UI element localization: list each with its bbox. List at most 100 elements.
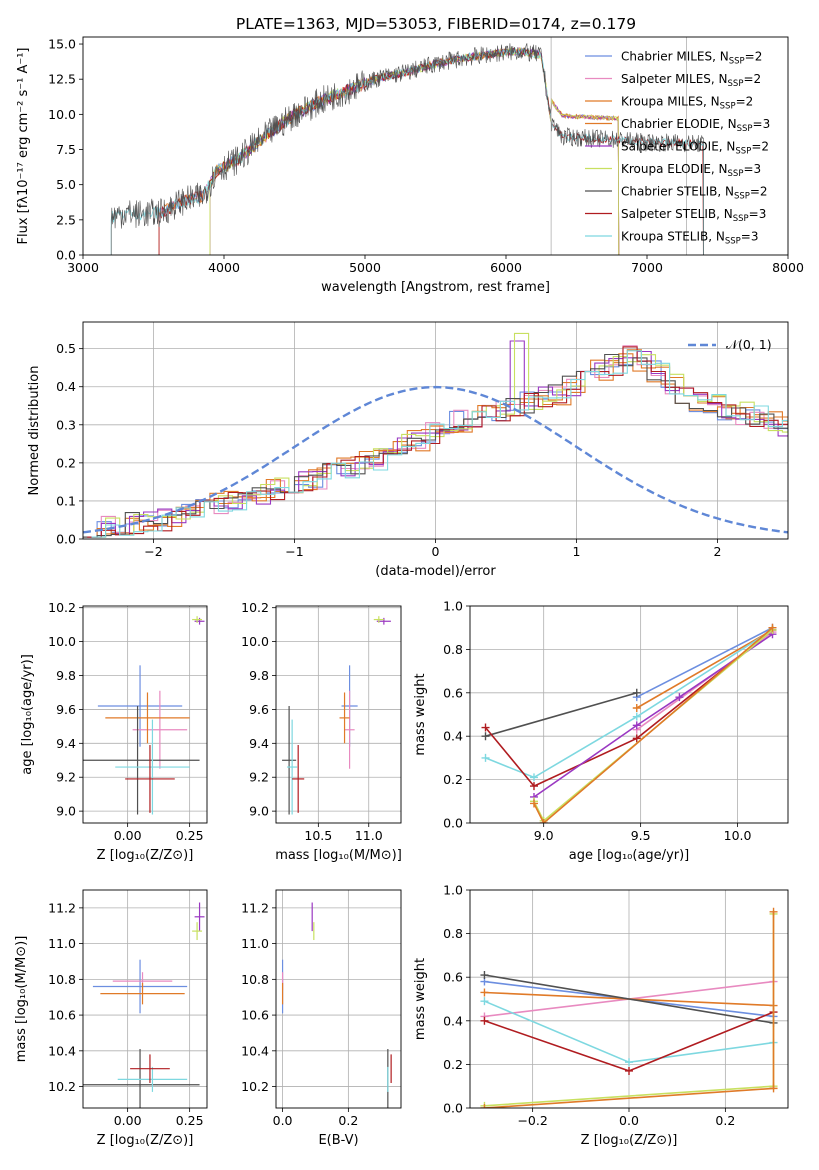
x-tick-label: 1 xyxy=(573,544,581,559)
x-tick-label: 0.25 xyxy=(176,828,204,843)
mass-weight-marker xyxy=(675,693,684,702)
mass-weight-marker xyxy=(529,782,538,791)
mass-weight-line xyxy=(533,627,774,823)
mass-weight-marker xyxy=(481,753,490,762)
x-axis-label: E(B-V) xyxy=(318,1133,358,1148)
x-tick-label: 10.0 xyxy=(724,828,752,843)
panel-6: 0.0 0.2 10.2 10.4 10.6 10.8 11.0 11.2 E(B-V) xyxy=(241,889,402,1148)
y-tick-label: 10.2 xyxy=(241,600,269,615)
mass-weight-marker xyxy=(480,988,489,997)
x-tick-label: 4000 xyxy=(208,260,240,275)
legend-label: Salpeter ELODIE, NSSP=2 xyxy=(621,140,769,157)
y-tick-label: 15.0 xyxy=(48,37,76,52)
x-tick-label: −2 xyxy=(144,544,162,559)
y-tick-label: 0.0 xyxy=(56,248,76,263)
mass-weight-line xyxy=(484,629,773,788)
mass-weight-marker xyxy=(632,721,641,730)
x-tick-label: 0.2 xyxy=(338,1113,358,1128)
x-tick-label: 0.00 xyxy=(114,1113,142,1128)
axes-frame xyxy=(469,605,789,824)
mass-weight-marker xyxy=(480,997,489,1006)
y-tick-label: 10.0 xyxy=(241,634,269,649)
normal-curve xyxy=(83,385,788,534)
mass-weight-marker xyxy=(481,732,490,741)
axes-frame xyxy=(275,605,402,824)
legend-label: Salpeter STELIB, NSSP=3 xyxy=(621,207,766,224)
mass-weight-marker xyxy=(539,819,548,823)
y-tick-label: 0.6 xyxy=(443,970,463,985)
y-tick-label: 10.2 xyxy=(241,1079,269,1094)
spectrum-title: PLATE=1363, MJD=53053, FIBERID=0174, z=0… xyxy=(236,15,636,33)
y-tick-label: 10.2 xyxy=(48,1079,76,1094)
panel-0: 3000 4000 5000 6000 7000 8000 0.0 2.5 5.0 7.5 10.0… xyxy=(16,37,804,295)
y-tick-label: 11.0 xyxy=(241,936,269,951)
y-tick-label: 9.4 xyxy=(249,736,269,751)
mass-weight-marker xyxy=(529,773,538,782)
x-axis-label: Z [log₁₀(Z/Z⊙)] xyxy=(97,848,194,863)
x-axis-label: wavelength [Angstrom, rest frame] xyxy=(321,280,550,295)
legend-label: Kroupa MILES, NSSP=2 xyxy=(621,95,753,112)
y-tick-label: 9.8 xyxy=(56,668,76,683)
legend-label: Salpeter MILES, NSSP=2 xyxy=(621,72,761,89)
x-tick-label: 0.0 xyxy=(619,1113,639,1128)
y-tick-label: 0.6 xyxy=(443,685,463,700)
y-tick-label: 11.2 xyxy=(241,900,269,915)
mass-weight-marker xyxy=(625,1066,633,1075)
legend-label: 𝒩(0, 1) xyxy=(726,337,772,352)
mass-weight-line xyxy=(636,626,773,698)
y-tick-label: 10.6 xyxy=(241,1008,269,1023)
y-axis-label: Flux [fλ10⁻¹⁷ erg cm⁻² s⁻¹ A⁻¹] xyxy=(16,48,31,245)
mass-weight-marker xyxy=(480,1104,489,1108)
plot-area xyxy=(281,902,392,1108)
y-tick-label: 0.3 xyxy=(56,417,76,432)
histogram-step xyxy=(91,350,788,538)
x-tick-label: 9.0 xyxy=(534,828,554,843)
y-tick-label: 9.2 xyxy=(56,770,76,785)
y-tick-label: 0.5 xyxy=(56,341,76,356)
y-tick-label: 1.0 xyxy=(443,883,463,898)
y-tick-label: 9.6 xyxy=(56,702,76,717)
y-tick-label: 9.6 xyxy=(249,702,269,717)
mass-weight-marker xyxy=(480,1016,489,1025)
x-tick-label: −0.2 xyxy=(517,1113,547,1128)
axes-frame xyxy=(275,889,402,1109)
x-tick-label: 3000 xyxy=(67,260,99,275)
mass-weight-marker xyxy=(632,688,641,697)
y-tick-label: 10.8 xyxy=(48,972,76,987)
x-tick-label: 9.5 xyxy=(631,828,651,843)
mass-weight-marker xyxy=(632,734,641,743)
x-tick-label: 6000 xyxy=(490,260,522,275)
panel-3: 10.5 11.0 9.0 9.2 9.4 9.6 9.8 10.0 10.2 mass [log… xyxy=(241,600,402,863)
panel-4: 9.0 9.5 10.0 0.0 0.2 0.4 0.6 0.8 1.0 age [log₁₀(a… xyxy=(413,599,789,863)
x-axis-label: mass [log₁₀(M/M⊙)] xyxy=(275,848,402,863)
y-tick-label: 9.2 xyxy=(249,770,269,785)
plot-area xyxy=(83,332,788,538)
y-axis-label: mass weight xyxy=(413,673,428,755)
x-axis-label: (data-model)/error xyxy=(375,564,496,579)
y-tick-label: 0.0 xyxy=(56,532,76,547)
plot-area xyxy=(481,623,777,823)
x-axis-label: Z [log₁₀(Z/Z⊙)] xyxy=(97,1133,194,1148)
histogram-step xyxy=(87,346,788,538)
y-tick-label: 10.6 xyxy=(48,1008,76,1023)
y-tick-label: 10.2 xyxy=(48,600,76,615)
histogram-step xyxy=(83,353,788,538)
y-tick-label: 0.0 xyxy=(443,816,463,831)
plot-area xyxy=(83,902,205,1108)
y-tick-label: 10.4 xyxy=(241,1043,269,1058)
y-tick-label: 0.4 xyxy=(443,1013,463,1028)
spectrum-line xyxy=(110,43,704,255)
x-tick-label: 5000 xyxy=(349,260,381,275)
legend-label: Kroupa STELIB, NSSP=3 xyxy=(621,230,759,247)
x-tick-label: 8000 xyxy=(772,260,804,275)
y-tick-label: 11.0 xyxy=(48,936,76,951)
y-tick-label: 0.2 xyxy=(443,772,463,787)
y-tick-label: 9.0 xyxy=(56,804,76,819)
axes-frame xyxy=(82,605,208,824)
chart-layer: 3000 4000 5000 6000 7000 80000.02.55.07.510.0… xyxy=(14,37,804,1148)
y-tick-label: 5.0 xyxy=(56,177,76,192)
y-tick-label: 9.8 xyxy=(249,668,269,683)
legend-label: Chabrier MILES, NSSP=2 xyxy=(621,50,762,67)
mass-weight-marker xyxy=(632,703,641,712)
